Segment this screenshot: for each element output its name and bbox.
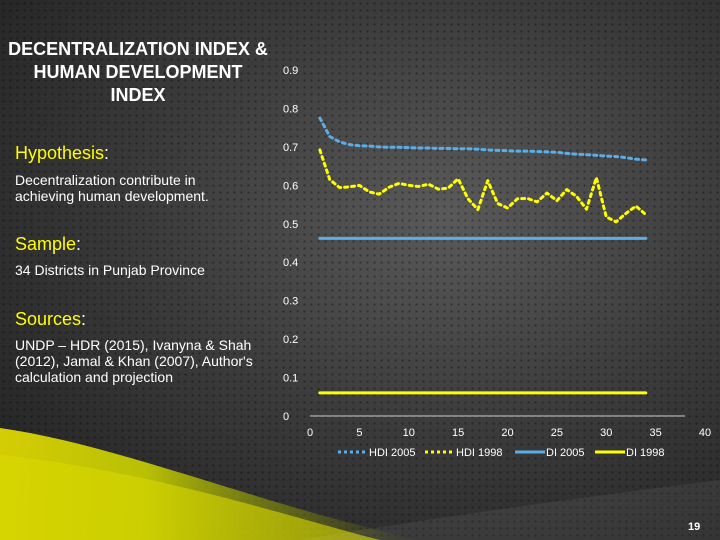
sources-colon: : — [81, 309, 87, 329]
y-tick-label: 0.9 — [283, 65, 298, 77]
y-tick-label: 0.5 — [283, 219, 298, 231]
legend-label-2: DI 2005 — [546, 447, 585, 459]
x-tick-label: 15 — [452, 427, 464, 439]
y-tick-label: 0.8 — [283, 103, 298, 115]
y-tick-label: 0.4 — [283, 257, 298, 269]
slide-title: DECENTRALIZATION INDEX & HUMAN DEVELOPME… — [8, 39, 268, 105]
sample-heading: Sample: — [15, 234, 81, 255]
hypothesis-heading-label: Hypothesis — [15, 143, 105, 163]
y-tick-label: 0.7 — [283, 142, 298, 154]
sources-heading-label: Sources — [15, 309, 82, 329]
x-tick-label: 40 — [699, 427, 711, 439]
x-tick-label: 20 — [501, 427, 513, 439]
sample-heading-label: Sample — [15, 234, 77, 254]
sample-colon: : — [76, 234, 82, 254]
y-tick-label: 0.6 — [283, 180, 298, 192]
page-number: 19 — [688, 521, 701, 533]
x-tick-label: 25 — [551, 427, 563, 439]
x-tick-label: 5 — [356, 427, 362, 439]
y-tick-label: 0 — [283, 411, 289, 423]
y-tick-label: 0.2 — [283, 334, 298, 346]
x-tick-label: 30 — [600, 427, 612, 439]
series-line-0 — [318, 116, 648, 162]
hypothesis-colon: : — [104, 143, 110, 163]
sources-text: UNDP – HDR (2015), Ivanyna & Shah (2012)… — [15, 337, 253, 385]
x-tick-label: 35 — [650, 427, 662, 439]
series-line-1 — [318, 148, 648, 224]
y-axis-ticks: 0 0.1 0.2 0.3 0.4 0.5 0.6 0.7 0.8 0.9 — [283, 65, 298, 423]
hypothesis-heading: Hypothesis: — [15, 143, 109, 164]
x-tick-label: 0 — [307, 427, 313, 439]
x-tick-label: 10 — [403, 427, 415, 439]
chart-series — [318, 116, 648, 395]
sample-text: 34 Districts in Punjab Province — [15, 262, 205, 278]
legend-label-1: HDI 1998 — [456, 447, 502, 459]
legend-label-3: DI 1998 — [626, 447, 665, 459]
hypothesis-text: Decentralization contribute in achieving… — [15, 172, 209, 204]
y-tick-label: 0.1 — [283, 373, 298, 385]
legend-label-0: HDI 2005 — [369, 447, 415, 459]
y-tick-label: 0.3 — [283, 296, 298, 308]
sources-heading: Sources: — [15, 309, 86, 330]
chart-legend: HDI 2005 HDI 1998 DI 2005 DI 1998 — [338, 447, 665, 459]
x-axis-ticks: 0 5 10 15 20 25 30 35 40 — [307, 427, 711, 439]
